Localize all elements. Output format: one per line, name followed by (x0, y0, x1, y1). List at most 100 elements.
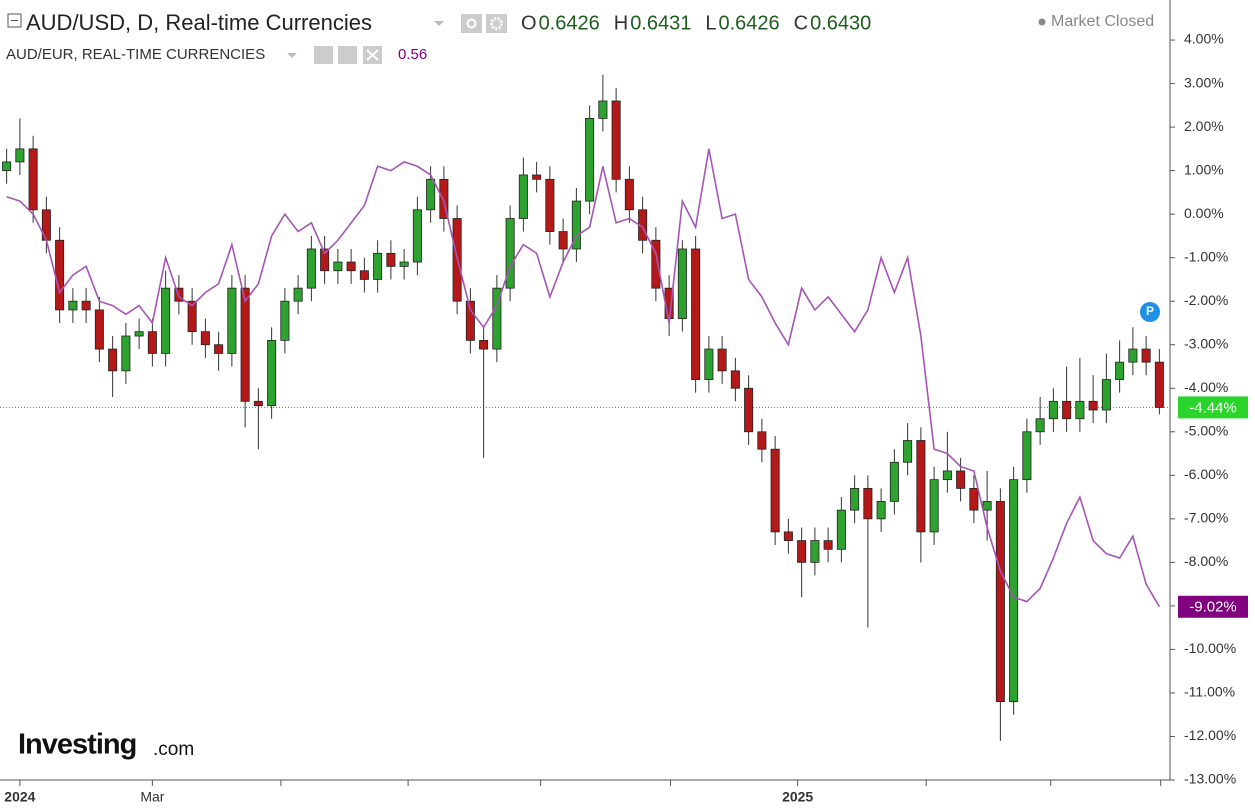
candle-body (585, 117, 595, 202)
ohlc-value: 0.6426 (718, 12, 779, 34)
candle-body (545, 178, 555, 232)
candle-body (333, 261, 343, 272)
candle-body (717, 348, 727, 372)
last-value-label: -9.02% (1189, 599, 1237, 616)
candle-body (240, 287, 250, 402)
y-tick-label: 1.00% (1184, 161, 1224, 177)
dropdown-caret[interactable] (287, 53, 297, 58)
y-tick-label: -4.00% (1184, 379, 1228, 395)
candle-body (863, 487, 873, 520)
candle-body (439, 178, 449, 219)
dropdown-caret[interactable] (434, 21, 444, 26)
candle-body (929, 479, 939, 533)
settings-button[interactable] (486, 14, 507, 33)
compare-value: 0.56 (398, 46, 427, 63)
candle-body (412, 209, 422, 263)
candle-body (611, 100, 621, 180)
y-tick-label: -3.00% (1184, 335, 1228, 351)
candle-body (797, 540, 807, 563)
visibility-button[interactable] (314, 46, 333, 64)
candle-body (280, 300, 290, 341)
y-tick-label: -11.00% (1184, 684, 1235, 700)
candle-body (1062, 400, 1072, 420)
event-badge-label: P (1146, 304, 1154, 318)
candle-body (2, 161, 12, 172)
candle-body (373, 252, 383, 280)
candle-body (346, 261, 356, 272)
candle-body (1022, 431, 1032, 481)
candle-body (492, 287, 502, 350)
ohlc-value: 0.6430 (810, 12, 871, 34)
candle-body (876, 501, 886, 520)
candle-body (942, 470, 952, 481)
eye-icon (466, 18, 477, 29)
candle-body (916, 440, 926, 533)
candle-body (956, 470, 966, 489)
candle-body (532, 174, 542, 180)
candle-body (624, 178, 634, 211)
candle-body (677, 248, 687, 320)
candle-body (426, 178, 436, 211)
candle-body (730, 370, 740, 389)
settings-button[interactable] (338, 46, 357, 64)
collapse-icon[interactable] (7, 13, 22, 28)
candle-body (1154, 361, 1164, 408)
last-value-box (1178, 595, 1248, 618)
y-tick-label: 2.00% (1184, 118, 1224, 134)
plot-area (0, 74, 1170, 741)
candle-body (889, 461, 899, 502)
y-tick-label: -2.00% (1184, 292, 1228, 308)
candle-body (386, 252, 396, 267)
logo-suffix: .com (153, 739, 194, 760)
event-badge[interactable] (1140, 302, 1160, 322)
candle-body (704, 348, 714, 380)
candle-body (147, 331, 157, 354)
ohlc-value: 0.6426 (539, 12, 600, 34)
symbol-title[interactable]: AUD/USD, D, Real-time Currencies (26, 10, 372, 35)
candle-body (121, 335, 131, 372)
visibility-button[interactable] (461, 14, 482, 33)
candle-body (1128, 348, 1138, 363)
candle-body (770, 448, 780, 533)
y-tick-label: -10.00% (1184, 640, 1236, 656)
candle-body (823, 540, 833, 550)
candle-body (783, 531, 793, 542)
candle-body (810, 540, 820, 563)
candle-body (55, 239, 65, 311)
y-tick-label: -13.00% (1184, 771, 1236, 787)
candle-body (598, 100, 608, 119)
last-value-label: -4.44% (1189, 399, 1237, 416)
candle-body (227, 287, 237, 354)
candle-body (359, 270, 369, 280)
market-status: Market Closed (1051, 13, 1154, 30)
candle-body (850, 487, 860, 511)
candle-body (1048, 400, 1058, 420)
candle-body (1035, 418, 1045, 433)
gear-icon (490, 17, 503, 30)
candle-body (969, 487, 979, 511)
candle-body (94, 309, 104, 350)
candle-body (293, 287, 303, 302)
candle-body (214, 344, 224, 354)
candle-body (267, 339, 277, 407)
y-tick-label: -12.00% (1184, 727, 1236, 743)
candle-body (253, 400, 263, 407)
candle-body (68, 300, 78, 311)
y-tick-label: 0.00% (1184, 205, 1224, 221)
candle-body (81, 300, 91, 311)
candle-body (134, 331, 144, 337)
ohlc-value: 0.6431 (630, 12, 691, 34)
candle-body (903, 440, 913, 463)
ohlc-key: L (705, 12, 716, 34)
candle-body (744, 387, 754, 433)
candle-body (1075, 400, 1085, 420)
x-tick-label: 2025 (782, 789, 813, 805)
candle-body (28, 148, 38, 211)
logo: Investing (18, 729, 136, 761)
candle-body (1088, 400, 1098, 411)
candle-body (479, 339, 489, 350)
remove-icon (366, 49, 379, 61)
compare-title[interactable]: AUD/EUR, REAL-TIME CURRENCIES (6, 46, 265, 63)
